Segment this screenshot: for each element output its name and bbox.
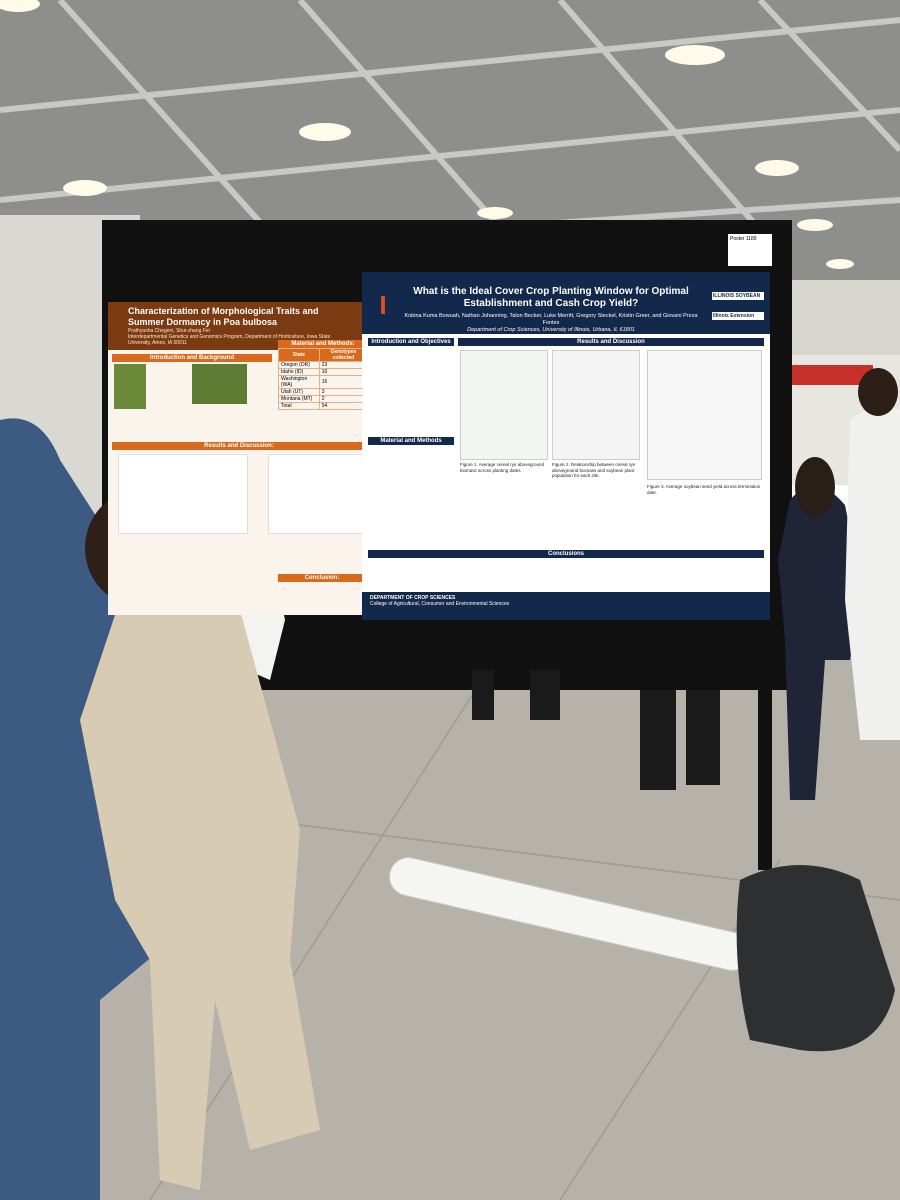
person-right-woman-head	[795, 457, 835, 517]
table-row: Washington (WA) 16	[278, 375, 368, 389]
poster-authors: Prathyusha Chegeni, Shui-zhang Fei	[128, 328, 210, 334]
table-row: Utah (UT) 3	[278, 388, 368, 396]
table-cell: 16	[318, 375, 368, 389]
section-heading: Conclusions	[368, 550, 764, 558]
table-cell: Washington (WA)	[278, 375, 320, 389]
right-sec-4: Conclusions	[368, 550, 764, 558]
violin-plot-image	[268, 454, 363, 534]
table-cell: 10	[318, 368, 368, 376]
table-cell: Total	[278, 402, 320, 410]
figure-caption: Figure 3. Average soybean seed yield acr…	[647, 484, 761, 495]
right-sec-2: Material and Methods	[368, 437, 454, 445]
left-poster-header: Characterization of Morphological Traits…	[108, 302, 370, 350]
genotype-table: State Genotypes collected Oregon (OR) 23 Ida…	[278, 348, 368, 410]
table-cell: 3	[318, 388, 368, 396]
illinois-logo: I	[379, 292, 387, 318]
table-cell: Idaho (ID)	[278, 368, 320, 376]
table-header-cell: Genotypes collected	[318, 348, 368, 362]
figure-2	[552, 350, 640, 460]
table-row: Montana (MT) 2	[278, 395, 368, 403]
table-row: Idaho (ID) 10	[278, 368, 368, 376]
backpack	[736, 865, 895, 1052]
poster-title: Characterization of Morphological Traits…	[128, 306, 319, 327]
ceiling-lights	[0, 0, 854, 269]
section-heading: Results and Discussion:	[112, 442, 366, 450]
table-cell: Oregon (OR)	[278, 361, 320, 369]
left-sec-2: Material and Methods: State Genotypes col…	[278, 340, 368, 410]
figure-caption: Figure 2. Relationship between cereal ry…	[552, 462, 636, 478]
section-heading: Material and Methods	[368, 437, 454, 445]
section-heading: Introduction and Background	[112, 354, 272, 362]
left-sec-3: Results and Discussion:	[112, 442, 366, 450]
background-poster-header	[783, 365, 873, 385]
board-leg	[758, 680, 772, 870]
person-far-right	[845, 406, 900, 740]
table-cell: 23	[318, 361, 368, 369]
section-heading: Material and Methods:	[278, 340, 368, 348]
table-row: Oregon (OR) 23	[278, 361, 368, 369]
poster-title: What is the Ideal Cover Crop Planting Wi…	[413, 286, 689, 309]
person-woman-coat	[80, 592, 320, 1190]
right-sec-3: Results and Discussion	[458, 338, 764, 346]
figure-3	[647, 350, 762, 480]
photo	[192, 364, 247, 404]
person-right-woman	[778, 486, 862, 800]
poster-tag: Poster 1189	[728, 234, 772, 266]
footer-text: College of Agricultural, Consumer and En…	[370, 601, 510, 607]
section-heading: Conclusion:	[278, 574, 366, 582]
table-cell: Utah (UT)	[278, 388, 320, 396]
poster-affiliation: Department of Crop Sciences, University …	[467, 327, 635, 333]
table-cell: 54	[318, 402, 368, 410]
photo	[114, 364, 146, 409]
table-header-row: State Genotypes collected	[278, 348, 368, 362]
right-poster-footer: DEPARTMENT OF CROP SCIENCES College of A…	[362, 592, 770, 620]
left-sec-4: Conclusion:	[278, 574, 366, 582]
table-cell: 2	[318, 395, 368, 403]
right-poster: What is the Ideal Cover Crop Planting Wi…	[362, 272, 770, 620]
poster-affiliation: Interdepartmental Genetics and Genomics …	[128, 334, 331, 346]
table-row: Total 54	[278, 402, 368, 410]
table-cell: Montana (MT)	[278, 395, 320, 403]
legs-behind-board	[472, 670, 720, 790]
section-heading: Introduction and Objectives	[368, 338, 454, 346]
left-poster: Characterization of Morphological Traits…	[108, 302, 370, 615]
figure-1	[460, 350, 548, 460]
results-table-image	[118, 454, 248, 534]
logo: Illinois Extension	[712, 312, 764, 320]
logo: ILLINOIS SOYBEAN	[712, 292, 764, 300]
figure-caption: Figure 1. Average cereal rye aboveground…	[460, 462, 544, 473]
right-poster-header: What is the Ideal Cover Crop Planting Wi…	[362, 272, 770, 334]
person-far-right-head	[858, 368, 898, 416]
right-sec-1: Introduction and Objectives	[368, 338, 454, 346]
footer-text: DEPARTMENT OF CROP SCIENCES	[370, 595, 456, 601]
poster-authors: Kobina Kuma Bowuah, Nathan Johanning, Ta…	[404, 313, 698, 326]
section-heading: Results and Discussion	[458, 338, 764, 346]
table-header-cell: State	[278, 348, 320, 362]
left-sec-1: Introduction and Background	[112, 354, 272, 362]
